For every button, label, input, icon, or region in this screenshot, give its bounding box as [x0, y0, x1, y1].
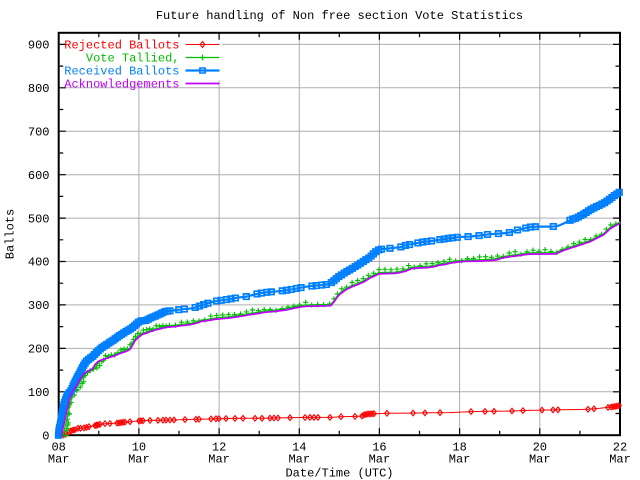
svg-text:800: 800	[28, 82, 50, 96]
svg-text:Mar: Mar	[48, 453, 70, 467]
svg-text:14: 14	[292, 441, 306, 455]
svg-text:Rejected Ballots: Rejected Ballots	[64, 39, 179, 53]
svg-text:Mar: Mar	[288, 453, 310, 467]
svg-text:10: 10	[132, 441, 146, 455]
svg-text:600: 600	[28, 169, 50, 183]
svg-text:700: 700	[28, 125, 50, 139]
svg-text:100: 100	[28, 386, 50, 400]
svg-text:12: 12	[212, 441, 226, 455]
svg-text:Future handling of Non free se: Future handling of Non free section Vote…	[156, 9, 523, 23]
svg-text:Acknowledgements: Acknowledgements	[64, 78, 179, 92]
svg-text:400: 400	[28, 256, 50, 270]
svg-text:Vote Tallied,: Vote Tallied,	[86, 52, 180, 66]
svg-text:16: 16	[372, 441, 386, 455]
svg-text:500: 500	[28, 212, 50, 226]
svg-text:0: 0	[42, 429, 49, 443]
svg-text:Mar: Mar	[609, 453, 631, 467]
svg-text:18: 18	[452, 441, 466, 455]
svg-text:Mar: Mar	[128, 453, 150, 467]
svg-text:300: 300	[28, 299, 50, 313]
svg-text:22: 22	[613, 441, 627, 455]
svg-text:200: 200	[28, 343, 50, 357]
svg-text:08: 08	[51, 441, 65, 455]
svg-text:900: 900	[28, 39, 50, 53]
svg-text:Date/Time (UTC): Date/Time (UTC)	[285, 467, 393, 480]
svg-text:Ballots: Ballots	[4, 209, 18, 259]
svg-text:Received Ballots: Received Ballots	[64, 65, 179, 79]
svg-text:Mar: Mar	[449, 453, 471, 467]
svg-text:Mar: Mar	[369, 453, 391, 467]
svg-text:Mar: Mar	[529, 453, 551, 467]
svg-text:20: 20	[533, 441, 547, 455]
svg-text:Mar: Mar	[208, 453, 230, 467]
